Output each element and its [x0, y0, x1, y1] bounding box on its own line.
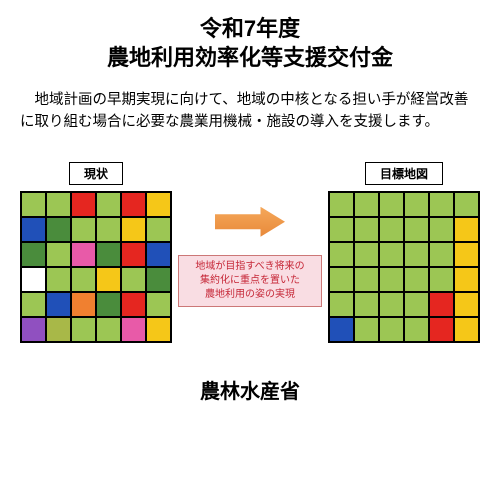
- grid-cell: [454, 242, 479, 267]
- grid-cell: [354, 242, 379, 267]
- grid-cell: [454, 317, 479, 342]
- grid-cell: [354, 192, 379, 217]
- grid-cell: [379, 317, 404, 342]
- left-grid-label: 現状: [69, 162, 123, 185]
- diagram: 現状 地域が目指すべき将来の 集約化に重点を置いた 農地利用の姿の実現 目標地図: [20, 162, 480, 343]
- right-grid-label: 目標地図: [365, 162, 443, 185]
- grid-cell: [96, 292, 121, 317]
- grid-cell: [46, 242, 71, 267]
- arrow-icon: [215, 207, 285, 237]
- grid-cell: [354, 267, 379, 292]
- grid-cell: [121, 192, 146, 217]
- grid-cell: [454, 192, 479, 217]
- grid-cell: [71, 242, 96, 267]
- grid-cell: [46, 217, 71, 242]
- grid-cell: [404, 192, 429, 217]
- grid-cell: [71, 192, 96, 217]
- grid-cell: [46, 292, 71, 317]
- grid-cell: [429, 267, 454, 292]
- grid-cell: [379, 242, 404, 267]
- grid-cell: [96, 192, 121, 217]
- middle-block: 地域が目指すべき将来の 集約化に重点を置いた 農地利用の姿の実現: [178, 207, 322, 307]
- right-grid: [328, 191, 480, 343]
- grid-cell: [429, 292, 454, 317]
- title-line1: 令和7年度: [200, 16, 300, 41]
- page-title: 令和7年度 農地利用効率化等支援交付金: [20, 15, 480, 72]
- grid-cell: [121, 242, 146, 267]
- grid-cell: [96, 267, 121, 292]
- grid-cell: [454, 217, 479, 242]
- caption-line3: 農地利用の姿の実現: [205, 289, 295, 300]
- grid-cell: [71, 267, 96, 292]
- grid-cell: [329, 217, 354, 242]
- grid-cell: [121, 267, 146, 292]
- grid-cell: [71, 292, 96, 317]
- grid-cell: [429, 317, 454, 342]
- grid-cell: [21, 267, 46, 292]
- grid-cell: [71, 217, 96, 242]
- caption-line1: 地域が目指すべき将来の: [195, 261, 304, 272]
- grid-cell: [96, 242, 121, 267]
- grid-cell: [146, 317, 171, 342]
- grid-cell: [46, 192, 71, 217]
- caption-box: 地域が目指すべき将来の 集約化に重点を置いた 農地利用の姿の実現: [178, 255, 322, 307]
- left-grid: [20, 191, 172, 343]
- grid-cell: [354, 217, 379, 242]
- grid-cell: [379, 192, 404, 217]
- grid-cell: [329, 267, 354, 292]
- grid-cell: [379, 292, 404, 317]
- grid-cell: [404, 292, 429, 317]
- left-grid-block: 現状: [20, 162, 172, 343]
- grid-cell: [146, 292, 171, 317]
- grid-cell: [21, 217, 46, 242]
- footer: 農林水産省: [20, 375, 480, 404]
- grid-cell: [46, 267, 71, 292]
- grid-cell: [329, 292, 354, 317]
- grid-cell: [21, 192, 46, 217]
- grid-cell: [329, 192, 354, 217]
- grid-cell: [146, 192, 171, 217]
- grid-cell: [146, 242, 171, 267]
- grid-cell: [429, 217, 454, 242]
- grid-cell: [96, 217, 121, 242]
- grid-cell: [96, 317, 121, 342]
- grid-cell: [21, 317, 46, 342]
- grid-cell: [354, 317, 379, 342]
- grid-cell: [429, 192, 454, 217]
- grid-cell: [21, 242, 46, 267]
- grid-cell: [404, 267, 429, 292]
- title-line2: 農地利用効率化等支援交付金: [107, 45, 393, 70]
- grid-cell: [379, 217, 404, 242]
- grid-cell: [404, 317, 429, 342]
- grid-cell: [404, 217, 429, 242]
- right-grid-block: 目標地図: [328, 162, 480, 343]
- grid-cell: [454, 267, 479, 292]
- grid-cell: [354, 292, 379, 317]
- grid-cell: [146, 267, 171, 292]
- grid-cell: [121, 317, 146, 342]
- description: 地域計画の早期実現に向けて、地域の中核となる担い手が経営改善に取り組む場合に必要…: [20, 90, 480, 134]
- grid-cell: [71, 317, 96, 342]
- grid-cell: [121, 217, 146, 242]
- grid-cell: [146, 217, 171, 242]
- caption-line2: 集約化に重点を置いた: [200, 275, 300, 286]
- grid-cell: [329, 242, 354, 267]
- grid-cell: [454, 292, 479, 317]
- grid-cell: [46, 317, 71, 342]
- grid-cell: [404, 242, 429, 267]
- grid-cell: [429, 242, 454, 267]
- grid-cell: [121, 292, 146, 317]
- grid-cell: [329, 317, 354, 342]
- grid-cell: [379, 267, 404, 292]
- grid-cell: [21, 292, 46, 317]
